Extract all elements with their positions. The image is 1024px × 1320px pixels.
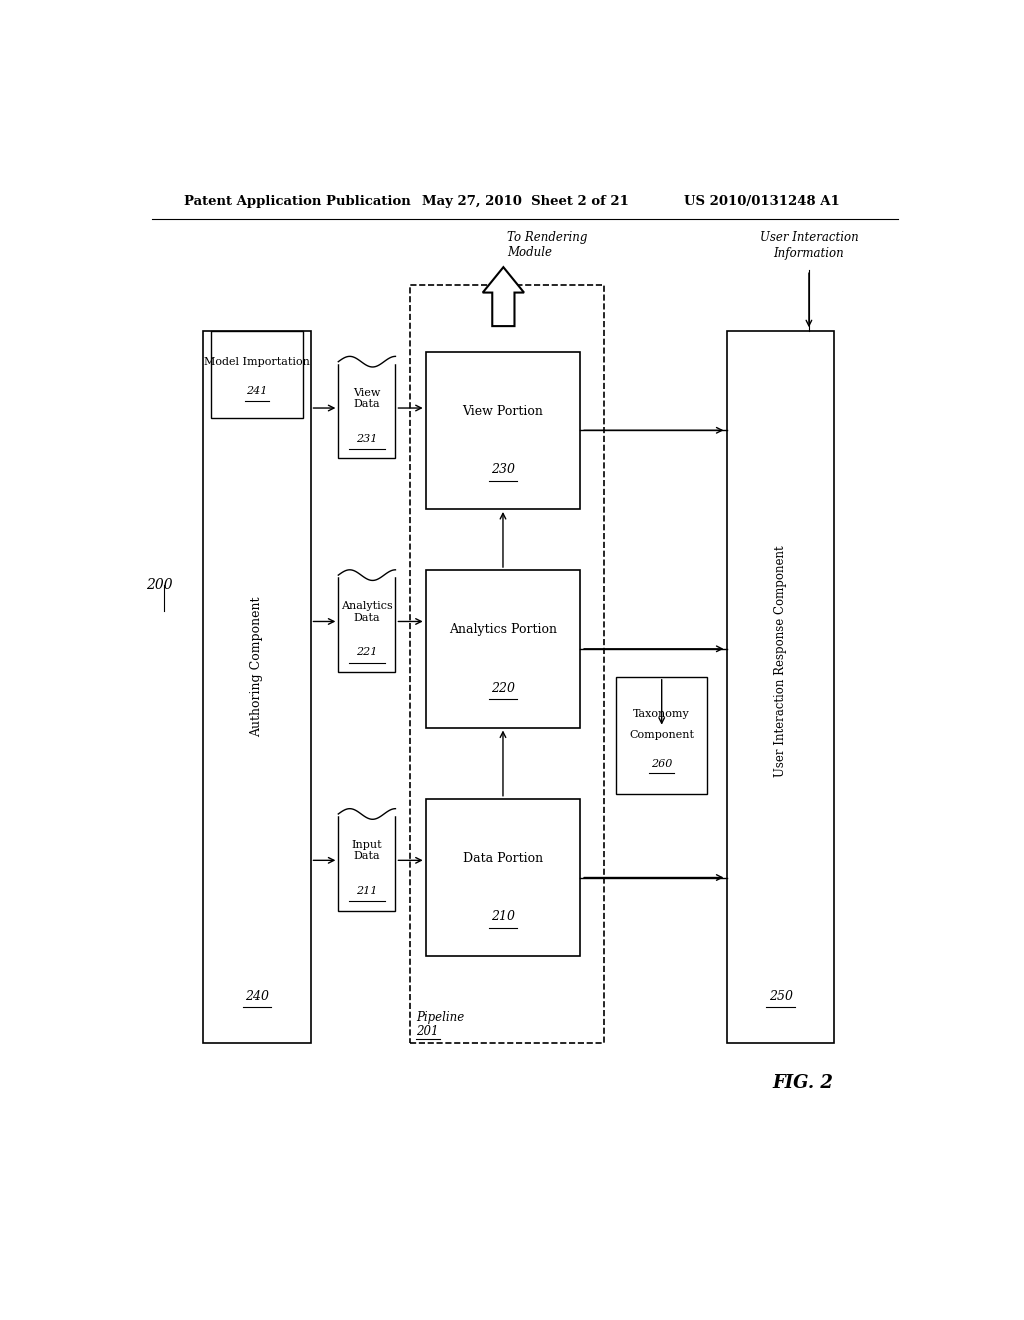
- Text: Analytics
Data: Analytics Data: [341, 601, 393, 623]
- Text: To Rendering
Module: To Rendering Module: [507, 231, 588, 259]
- Text: 230: 230: [490, 463, 515, 477]
- Text: Taxonomy: Taxonomy: [633, 709, 690, 719]
- Text: 240: 240: [245, 990, 269, 1003]
- Text: May 27, 2010  Sheet 2 of 21: May 27, 2010 Sheet 2 of 21: [422, 194, 629, 207]
- FancyBboxPatch shape: [426, 351, 581, 510]
- Text: Component: Component: [629, 730, 694, 741]
- Text: 221: 221: [356, 647, 378, 657]
- Text: 231: 231: [356, 434, 378, 444]
- Text: View Portion: View Portion: [463, 405, 544, 418]
- Text: Analytics Portion: Analytics Portion: [449, 623, 557, 636]
- Text: View
Data: View Data: [353, 388, 381, 409]
- Text: 220: 220: [490, 681, 515, 694]
- FancyBboxPatch shape: [338, 576, 395, 672]
- Text: 241: 241: [247, 385, 267, 396]
- Text: Model Importation: Model Importation: [204, 358, 310, 367]
- Text: 260: 260: [651, 759, 673, 770]
- Text: Authoring Component: Authoring Component: [251, 597, 263, 737]
- Text: User Interaction Response Component: User Interaction Response Component: [774, 545, 787, 777]
- Text: 200: 200: [146, 578, 173, 593]
- Text: 211: 211: [356, 886, 378, 896]
- FancyBboxPatch shape: [204, 331, 310, 1043]
- Polygon shape: [482, 267, 524, 326]
- Text: Pipeline: Pipeline: [416, 1011, 464, 1024]
- FancyBboxPatch shape: [616, 677, 708, 793]
- FancyBboxPatch shape: [426, 570, 581, 727]
- FancyBboxPatch shape: [211, 331, 303, 417]
- FancyBboxPatch shape: [338, 814, 395, 911]
- Text: 250: 250: [769, 990, 793, 1003]
- Text: 210: 210: [490, 911, 515, 924]
- Text: Patent Application Publication: Patent Application Publication: [183, 194, 411, 207]
- Text: Data Portion: Data Portion: [463, 853, 543, 865]
- FancyBboxPatch shape: [727, 331, 835, 1043]
- Text: US 2010/0131248 A1: US 2010/0131248 A1: [684, 194, 840, 207]
- FancyBboxPatch shape: [426, 799, 581, 956]
- Text: FIG. 2: FIG. 2: [772, 1074, 833, 1093]
- FancyBboxPatch shape: [338, 362, 395, 458]
- Text: 201: 201: [416, 1024, 438, 1038]
- Text: User Interaction
Information: User Interaction Information: [760, 231, 858, 260]
- Text: Input
Data: Input Data: [351, 840, 382, 862]
